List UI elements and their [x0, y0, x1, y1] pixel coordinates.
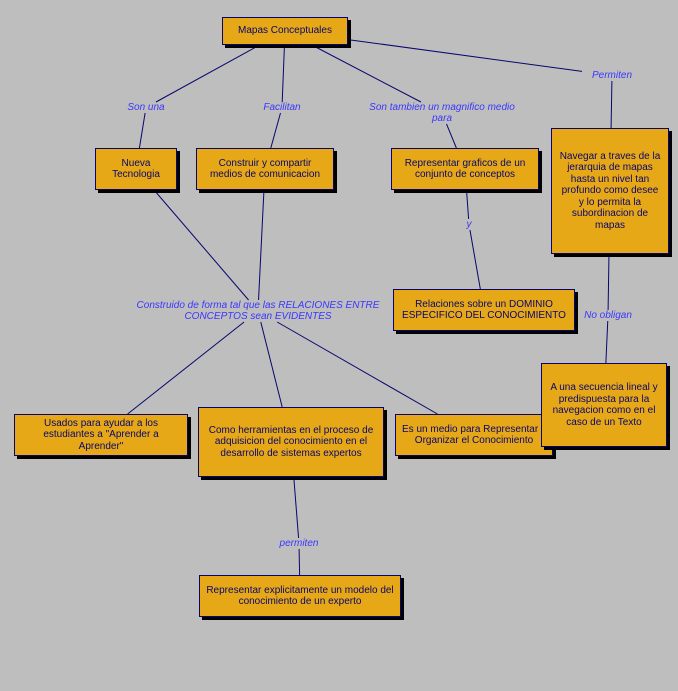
concept-map-canvas: Mapas Conceptuales Nueva Tecnologia Constr… [0, 0, 678, 691]
concept-node-herr[interactable]: Como herramientas en el proceso de adqui… [198, 407, 384, 477]
concept-node-label: Relaciones sobre un DOMINIO ESPECIFICO D… [400, 299, 568, 322]
edge [128, 322, 244, 414]
concept-node-label: Construir y compartir medios de comunica… [203, 158, 327, 181]
concept-node-expmod[interactable]: Representar explicitamente un modelo del… [199, 575, 401, 617]
edge [470, 230, 480, 289]
concept-node-label: Es un medio para Representar y Organizar… [402, 424, 546, 447]
edge [277, 322, 437, 414]
link-label-y: y [462, 219, 476, 230]
edge [282, 45, 284, 102]
link-label-noobligan: No obligan [578, 310, 638, 321]
edge [447, 124, 457, 148]
concept-node-label: Como herramientas en el proceso de adqui… [205, 425, 377, 460]
concept-node-label: Representar graficos de un conjunto de c… [398, 158, 532, 181]
concept-node-label: Representar explicitamente un modelo del… [206, 585, 394, 608]
edge [271, 113, 281, 148]
edge [348, 40, 582, 72]
concept-node-seq[interactable]: A una secuencia lineal y predispuesta pa… [541, 363, 667, 447]
concept-node-label: Navegar a traves de la jerarquia de mapa… [558, 151, 662, 232]
link-label-permiten: Permiten [582, 70, 642, 81]
concept-node-label: A una secuencia lineal y predispuesta pa… [548, 382, 660, 428]
edge [139, 113, 145, 148]
concept-node-navegar[interactable]: Navegar a traves de la jerarquia de mapa… [551, 128, 669, 254]
concept-node-repgraf[interactable]: Representar graficos de un conjunto de c… [391, 148, 539, 190]
concept-node-nueva[interactable]: Nueva Tecnologia [95, 148, 177, 190]
concept-node-label: Usados para ayudar a los estudiantes a "… [21, 418, 181, 453]
edge [261, 322, 282, 407]
concept-node-constr[interactable]: Construir y compartir medios de comunica… [196, 148, 334, 190]
concept-node-usados[interactable]: Usados para ayudar a los estudiantes a "… [14, 414, 188, 456]
edge [606, 321, 608, 363]
concept-node-label: Nueva Tecnologia [102, 158, 170, 181]
link-label-sonuna: Son una [116, 102, 176, 113]
link-label-permiten2: permiten [264, 538, 334, 549]
concept-node-label: Mapas Conceptuales [229, 25, 341, 37]
link-label-sontamb: Son tambien un magnifico medio para [362, 102, 522, 124]
edge [156, 45, 260, 102]
edge [608, 254, 609, 310]
concept-node-medio[interactable]: Es un medio para Representar y Organizar… [395, 414, 553, 456]
edge [294, 477, 299, 538]
concept-node-root[interactable]: Mapas Conceptuales [222, 17, 348, 45]
link-label-facilitan: Facilitan [252, 102, 312, 113]
edge [259, 190, 264, 300]
link-label-constrel: Construido de forma tal que las RELACION… [128, 300, 388, 322]
edge [611, 81, 612, 128]
edge [154, 190, 249, 300]
edge [467, 190, 469, 219]
concept-node-reldom[interactable]: Relaciones sobre un DOMINIO ESPECIFICO D… [393, 289, 575, 331]
edge [312, 45, 421, 102]
